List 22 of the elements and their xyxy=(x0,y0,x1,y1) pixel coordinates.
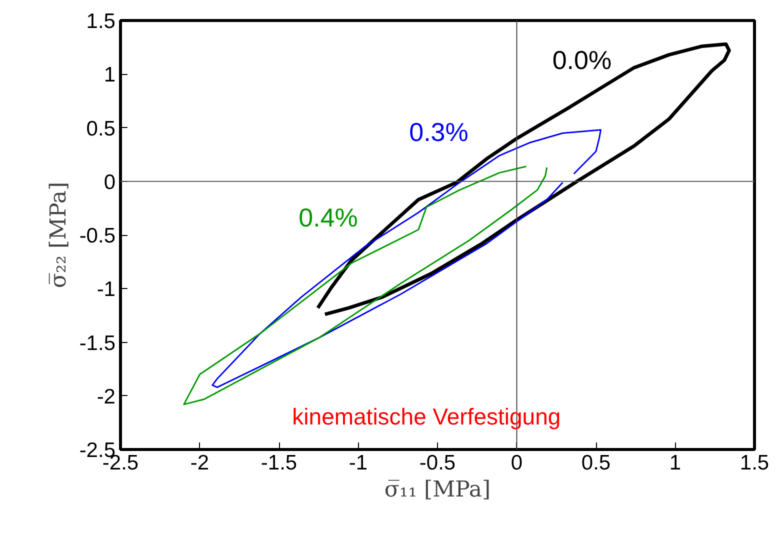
series-label: 0.3% xyxy=(409,116,468,147)
y-tick-label: 1.5 xyxy=(86,10,116,33)
y-tick-label: 1 xyxy=(104,64,116,87)
y-axis-title: σ̅₂₂ [MPa] xyxy=(46,182,72,288)
x-tick-label: -1 xyxy=(348,452,368,474)
y-tick-label: 0.5 xyxy=(86,117,116,140)
series-label: 0.0% xyxy=(552,45,612,76)
y-tick-label: -0.5 xyxy=(79,224,116,248)
line-series xyxy=(183,166,548,406)
x-tick-label: 0 xyxy=(510,452,523,474)
y-tick-label: -1.5 xyxy=(79,332,116,355)
y-tick-label: -1 xyxy=(96,278,116,302)
x-tick-label: -2 xyxy=(190,452,210,474)
x-tick-label: 1.5 xyxy=(740,452,770,474)
y-tick-label: -2 xyxy=(96,385,116,408)
x-axis-title: σ̅₁₁ [MPa] xyxy=(384,478,491,502)
x-tick-label: -1.5 xyxy=(260,452,298,474)
x-tick-label: 1 xyxy=(669,452,682,474)
y-tick-label: 0 xyxy=(104,170,116,194)
x-tick-label: -0.5 xyxy=(419,452,456,474)
x-tick-label: 0.5 xyxy=(581,452,611,474)
series-label: 0.4% xyxy=(298,202,358,232)
